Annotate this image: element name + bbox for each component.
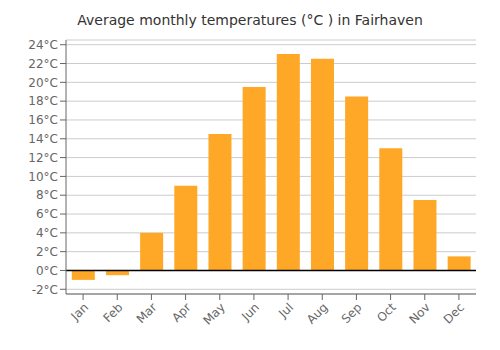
svg-text:20°C: 20°C	[28, 76, 58, 90]
svg-text:Dec: Dec	[441, 300, 467, 326]
html-text:Average monthly temperatures (: Average monthly temperatures (°C ) in Fa…	[77, 12, 423, 28]
svg-text:8°C: 8°C	[36, 188, 58, 202]
svg-text:0°C: 0°C	[36, 264, 58, 278]
svg-text:2°C: 2°C	[36, 245, 58, 259]
svg-text:12°C: 12°C	[28, 151, 58, 165]
svg-text:16°C: 16°C	[28, 113, 58, 127]
svg-text:Nov: Nov	[406, 300, 432, 326]
svg-text:18°C: 18°C	[28, 94, 58, 108]
svg-text:4°C: 4°C	[36, 226, 58, 240]
svg-text:Jul: Jul	[275, 300, 296, 321]
svg-text:-2°C: -2°C	[32, 283, 58, 297]
svg-text:Jun: Jun	[238, 300, 262, 324]
svg-text:Oct: Oct	[374, 300, 399, 325]
svg-text:Jan: Jan	[68, 300, 92, 324]
svg-text:10°C: 10°C	[28, 170, 58, 184]
svg-text:Feb: Feb	[100, 300, 125, 325]
svg-text:Mar: Mar	[134, 300, 160, 326]
svg-text:24°C: 24°C	[28, 38, 58, 52]
svg-text:Sep: Sep	[339, 300, 365, 326]
svg-text:22°C: 22°C	[28, 57, 58, 71]
svg-text:14°C: 14°C	[28, 132, 58, 146]
svg-text:Apr: Apr	[169, 300, 194, 325]
svg-text:May: May	[200, 300, 227, 327]
svg-text:6°C: 6°C	[36, 207, 58, 221]
svg-text:Aug: Aug	[304, 300, 330, 326]
